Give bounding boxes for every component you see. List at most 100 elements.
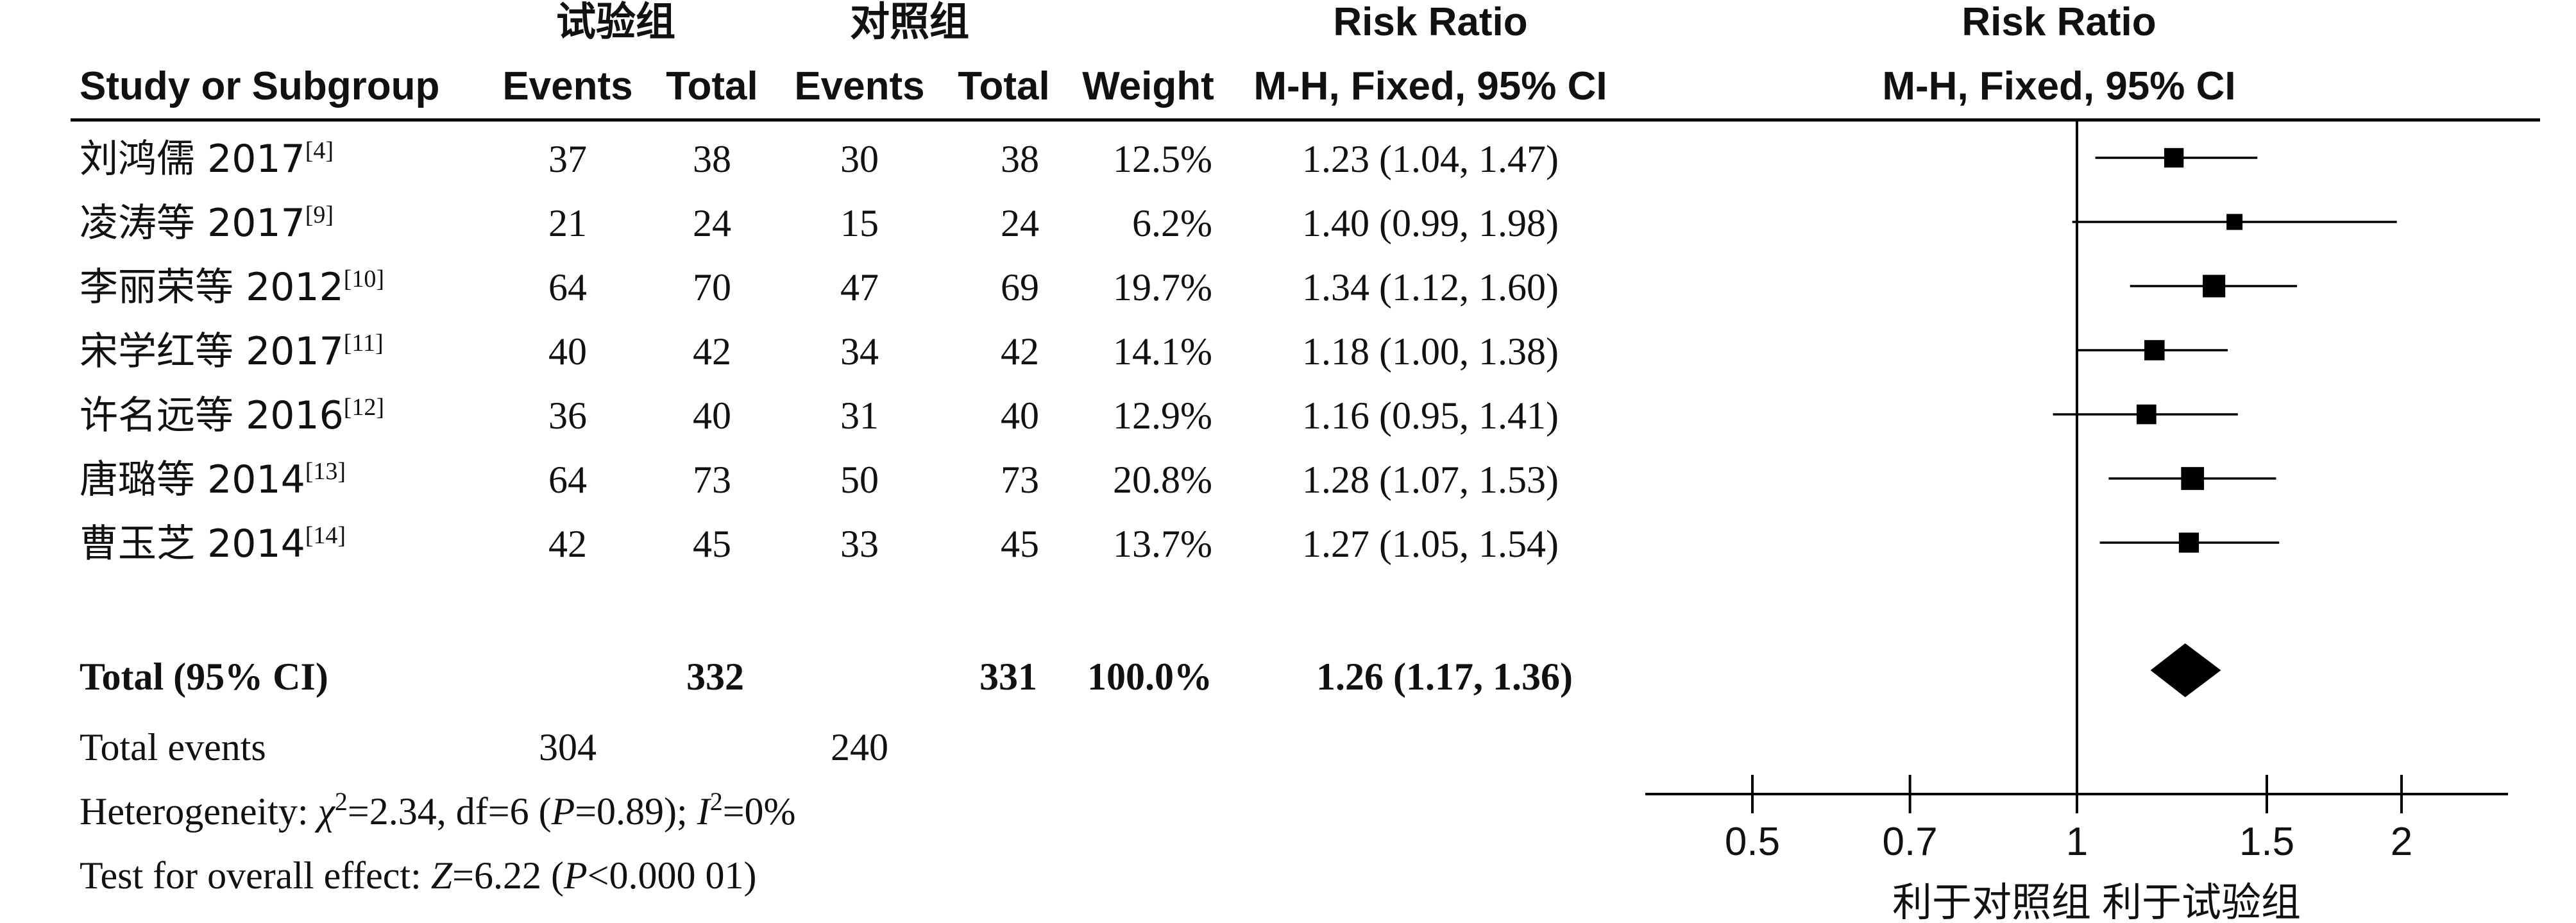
study-ci: 1.18 (1.00, 1.38) bbox=[1302, 330, 1559, 373]
study-name-text: 刘鸿儒 2017 bbox=[80, 137, 305, 182]
rr-method-header: M-H, Fixed, 95% CI bbox=[1253, 64, 1607, 108]
heterogeneity-prefix: Heterogeneity: bbox=[80, 790, 318, 833]
study-row: 刘鸿儒 2017[4] 37 38 30 38 12.5% 1.23 (1.04, 1.47… bbox=[80, 137, 1559, 182]
study-row: 曹玉芝 2014[14] 42 45 33 45 13.7% 1.27 (1.05, 1.5… bbox=[80, 521, 1559, 566]
plot-method-header: M-H, Fixed, 95% CI bbox=[1882, 64, 2235, 108]
study-marker bbox=[2137, 404, 2157, 425]
total-total2: 331 bbox=[979, 656, 1037, 698]
study-events1: 37 bbox=[548, 138, 587, 180]
study-events1: 42 bbox=[548, 523, 587, 565]
study-reference: [12] bbox=[344, 394, 384, 421]
favours-treatment-label: 利于试验组 bbox=[2102, 879, 2301, 923]
chi-squared-exponent: 2 bbox=[335, 787, 348, 816]
study-events2: 33 bbox=[840, 523, 879, 565]
study-ci: 1.28 (1.07, 1.53) bbox=[1302, 459, 1559, 501]
study-name-text: 曹玉芝 2014 bbox=[80, 521, 305, 566]
x-tick-label: 1 bbox=[2066, 820, 2088, 864]
study-marker bbox=[2203, 275, 2226, 298]
study-name: 许名远等 2016[12] bbox=[80, 393, 384, 438]
total-events2: 240 bbox=[831, 726, 888, 768]
study-events2: 47 bbox=[840, 266, 879, 309]
study-reference: [14] bbox=[305, 522, 346, 549]
study-total1: 73 bbox=[693, 459, 731, 501]
het-p-value: =0.89); bbox=[575, 790, 697, 833]
study-name: 凌涛等 2017[9] bbox=[80, 201, 334, 246]
overall-prefix: Test for overall effect: bbox=[80, 854, 431, 897]
plot-title: Risk Ratio bbox=[1962, 0, 2156, 44]
study-header: Study or Subgroup bbox=[80, 64, 439, 108]
overall-p-symbol: P bbox=[563, 854, 588, 897]
study-rows: 刘鸿儒 2017[4] 37 38 30 38 12.5% 1.23 (1.04, 1.47… bbox=[80, 137, 1559, 566]
heterogeneity-text: Heterogeneity: χ2=2.34, df=6 (P=0.89); I… bbox=[80, 787, 796, 833]
study-events2: 31 bbox=[840, 394, 879, 437]
chi-symbol: χ bbox=[315, 790, 336, 833]
study-name: 曹玉芝 2014[14] bbox=[80, 521, 346, 566]
study-total2: 69 bbox=[1001, 266, 1039, 309]
study-ci: 1.40 (0.99, 1.98) bbox=[1302, 202, 1559, 244]
overall-effect-text: Test for overall effect: Z=6.22 (P<0.000… bbox=[80, 854, 756, 897]
study-total1: 38 bbox=[693, 138, 731, 180]
total-events-row: Total events 304 240 bbox=[80, 726, 888, 768]
z-symbol: Z bbox=[431, 854, 453, 897]
total2-header: Total bbox=[958, 64, 1050, 108]
study-ci: 1.23 (1.04, 1.47) bbox=[1302, 138, 1559, 180]
study-events2: 15 bbox=[840, 202, 879, 244]
chi-value: =2.34, df=6 ( bbox=[348, 790, 552, 833]
study-total2: 73 bbox=[1001, 459, 1039, 501]
study-ci: 1.34 (1.12, 1.60) bbox=[1302, 266, 1559, 309]
study-events1: 36 bbox=[548, 394, 587, 437]
study-total2: 38 bbox=[1001, 138, 1039, 180]
study-events2: 34 bbox=[840, 330, 879, 373]
i-symbol: I bbox=[697, 790, 712, 833]
study-reference: [11] bbox=[344, 330, 384, 357]
study-events2: 50 bbox=[840, 459, 879, 501]
study-total2: 45 bbox=[1001, 523, 1039, 565]
total1-header: Total bbox=[666, 64, 758, 108]
study-name-text: 唐璐等 2014 bbox=[80, 457, 305, 502]
study-row: 宋学红等 2017[11] 40 42 34 42 14.1% 1.18 (1.00, 1.… bbox=[80, 329, 1559, 374]
study-weight: 6.2% bbox=[1132, 202, 1212, 244]
study-total2: 24 bbox=[1001, 202, 1039, 244]
study-total2: 42 bbox=[1001, 330, 1039, 373]
study-name-text: 宋学红等 2017 bbox=[80, 329, 344, 374]
plot-area: 0.5 0.7 1 1.5 2 bbox=[1645, 119, 2508, 864]
overall-p-value: <0.000 01) bbox=[588, 854, 757, 897]
study-row: 凌涛等 2017[9] 21 24 15 24 6.2% 1.40 (0.99, 1.98) bbox=[80, 201, 1559, 246]
study-events1: 64 bbox=[548, 459, 587, 501]
i-value: =0% bbox=[723, 790, 796, 833]
z-value: =6.22 ( bbox=[452, 854, 564, 897]
study-ci: 1.16 (0.95, 1.41) bbox=[1302, 394, 1559, 437]
study-name: 唐璐等 2014[13] bbox=[80, 457, 346, 502]
study-marker bbox=[2144, 340, 2165, 360]
study-weight: 20.8% bbox=[1113, 459, 1212, 501]
study-reference: [13] bbox=[305, 458, 346, 485]
group2-header: 对照组 bbox=[850, 0, 969, 44]
study-events1: 40 bbox=[548, 330, 587, 373]
study-name-text: 许名远等 2016 bbox=[80, 393, 344, 438]
x-tick-label: 1.5 bbox=[2239, 820, 2294, 864]
weight-header: Weight bbox=[1082, 64, 1214, 108]
study-total1: 42 bbox=[693, 330, 731, 373]
total-events-label: Total events bbox=[80, 726, 266, 768]
study-events1: 64 bbox=[548, 266, 587, 309]
rr-column-title: Risk Ratio bbox=[1333, 0, 1527, 44]
study-marker bbox=[2178, 532, 2199, 553]
study-name-text: 李丽荣等 2012 bbox=[80, 265, 344, 310]
study-name: 宋学红等 2017[11] bbox=[80, 329, 384, 374]
x-tick-label: 2 bbox=[2391, 820, 2412, 864]
total-ci: 1.26 (1.17, 1.36) bbox=[1316, 656, 1573, 698]
total-events1: 304 bbox=[539, 726, 597, 768]
events2-header: Events bbox=[794, 64, 924, 108]
group1-header: 试验组 bbox=[556, 0, 675, 44]
total-weight: 100.0% bbox=[1087, 656, 1212, 698]
events1-header: Events bbox=[502, 64, 632, 108]
study-name: 刘鸿儒 2017[4] bbox=[80, 137, 334, 182]
total-total1: 332 bbox=[686, 656, 744, 698]
pooled-diamond bbox=[2150, 643, 2221, 697]
study-weight: 12.5% bbox=[1113, 138, 1212, 180]
study-name-text: 凌涛等 2017 bbox=[80, 201, 305, 246]
study-weight: 13.7% bbox=[1113, 523, 1212, 565]
study-events1: 21 bbox=[548, 202, 587, 244]
total-label: Total (95% CI) bbox=[80, 656, 328, 698]
